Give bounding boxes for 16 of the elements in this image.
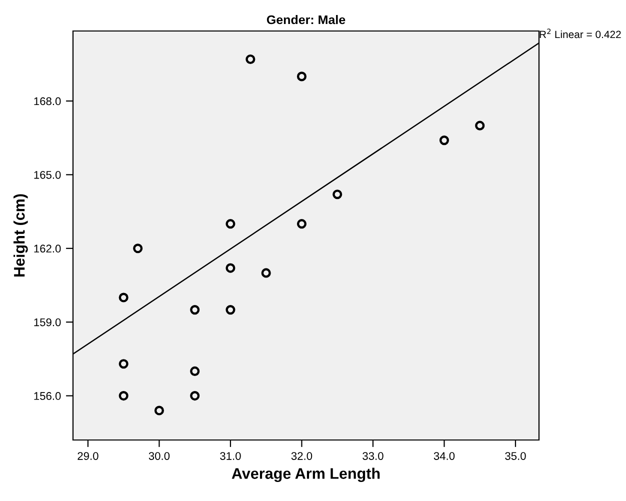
x-tick-label: 29.0	[78, 452, 98, 460]
y-tick-label: 156.0	[34, 392, 61, 400]
chart-title: Gender: Male	[266, 14, 346, 24]
x-tick-label: 35.0	[505, 452, 526, 460]
x-tick-label: 30.0	[148, 452, 170, 460]
y-tick-label: 168.0	[34, 97, 61, 106]
x-tick-label: 31.0	[220, 452, 241, 460]
y-tick-label: 159.0	[34, 318, 61, 326]
y-axis-title: Height (cm)	[14, 194, 28, 276]
x-tick-label: 34.0	[434, 452, 455, 460]
x-axis-title: Average Arm Length	[232, 468, 380, 482]
y-tick-label: 162.0	[34, 244, 61, 253]
y-tick-label: 165.0	[34, 170, 61, 179]
x-tick-label: 32.0	[291, 452, 312, 460]
annotation: R$^{2}$ Linear = 0.422	[540, 28, 621, 38]
x-tick-label: 33.0	[362, 452, 384, 460]
